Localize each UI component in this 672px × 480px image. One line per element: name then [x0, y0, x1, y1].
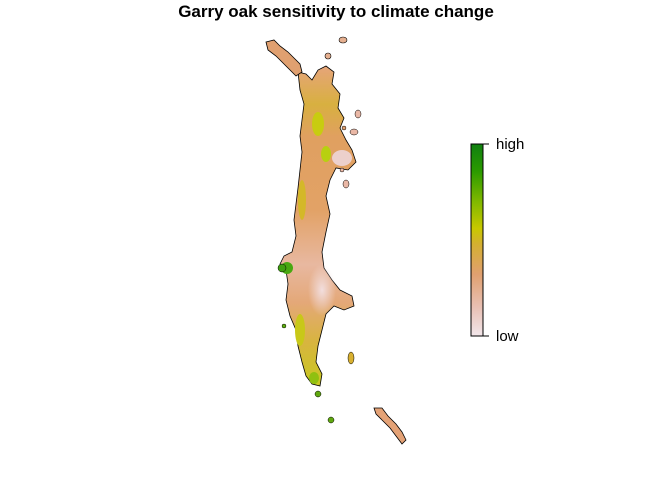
west-islet: [281, 323, 287, 329]
high-sensitivity-zone-mid: [298, 180, 306, 220]
north-islet: [338, 36, 348, 44]
southeast-island-chain: [373, 407, 407, 445]
map-title: Garry oak sensitivity to climate change: [178, 2, 494, 21]
legend: [470, 143, 489, 337]
legend-high-label: high: [496, 136, 525, 153]
north-island-chain: [265, 39, 303, 77]
east-islet: [339, 167, 345, 173]
legend-low-label: low: [496, 328, 519, 345]
high-sensitivity-zone-north: [312, 112, 324, 136]
east-islet: [349, 128, 359, 136]
legend-color-bar: [470, 143, 484, 337]
south-islet: [347, 351, 355, 365]
east-islet: [354, 109, 362, 119]
east-islet: [342, 179, 350, 189]
high-sensitivity-zone-southwest: [295, 314, 305, 346]
high-sensitivity-zone-central: [321, 146, 331, 162]
south-islet: [314, 390, 322, 398]
low-sensitivity-zone-south: [308, 264, 336, 316]
low-sensitivity-zone-east: [332, 150, 352, 166]
north-islet: [324, 52, 332, 60]
east-islet: [341, 125, 347, 131]
high-sensitivity-zone-south-tip: [309, 372, 319, 384]
south-islet: [327, 416, 335, 424]
west-islet: [277, 263, 287, 273]
